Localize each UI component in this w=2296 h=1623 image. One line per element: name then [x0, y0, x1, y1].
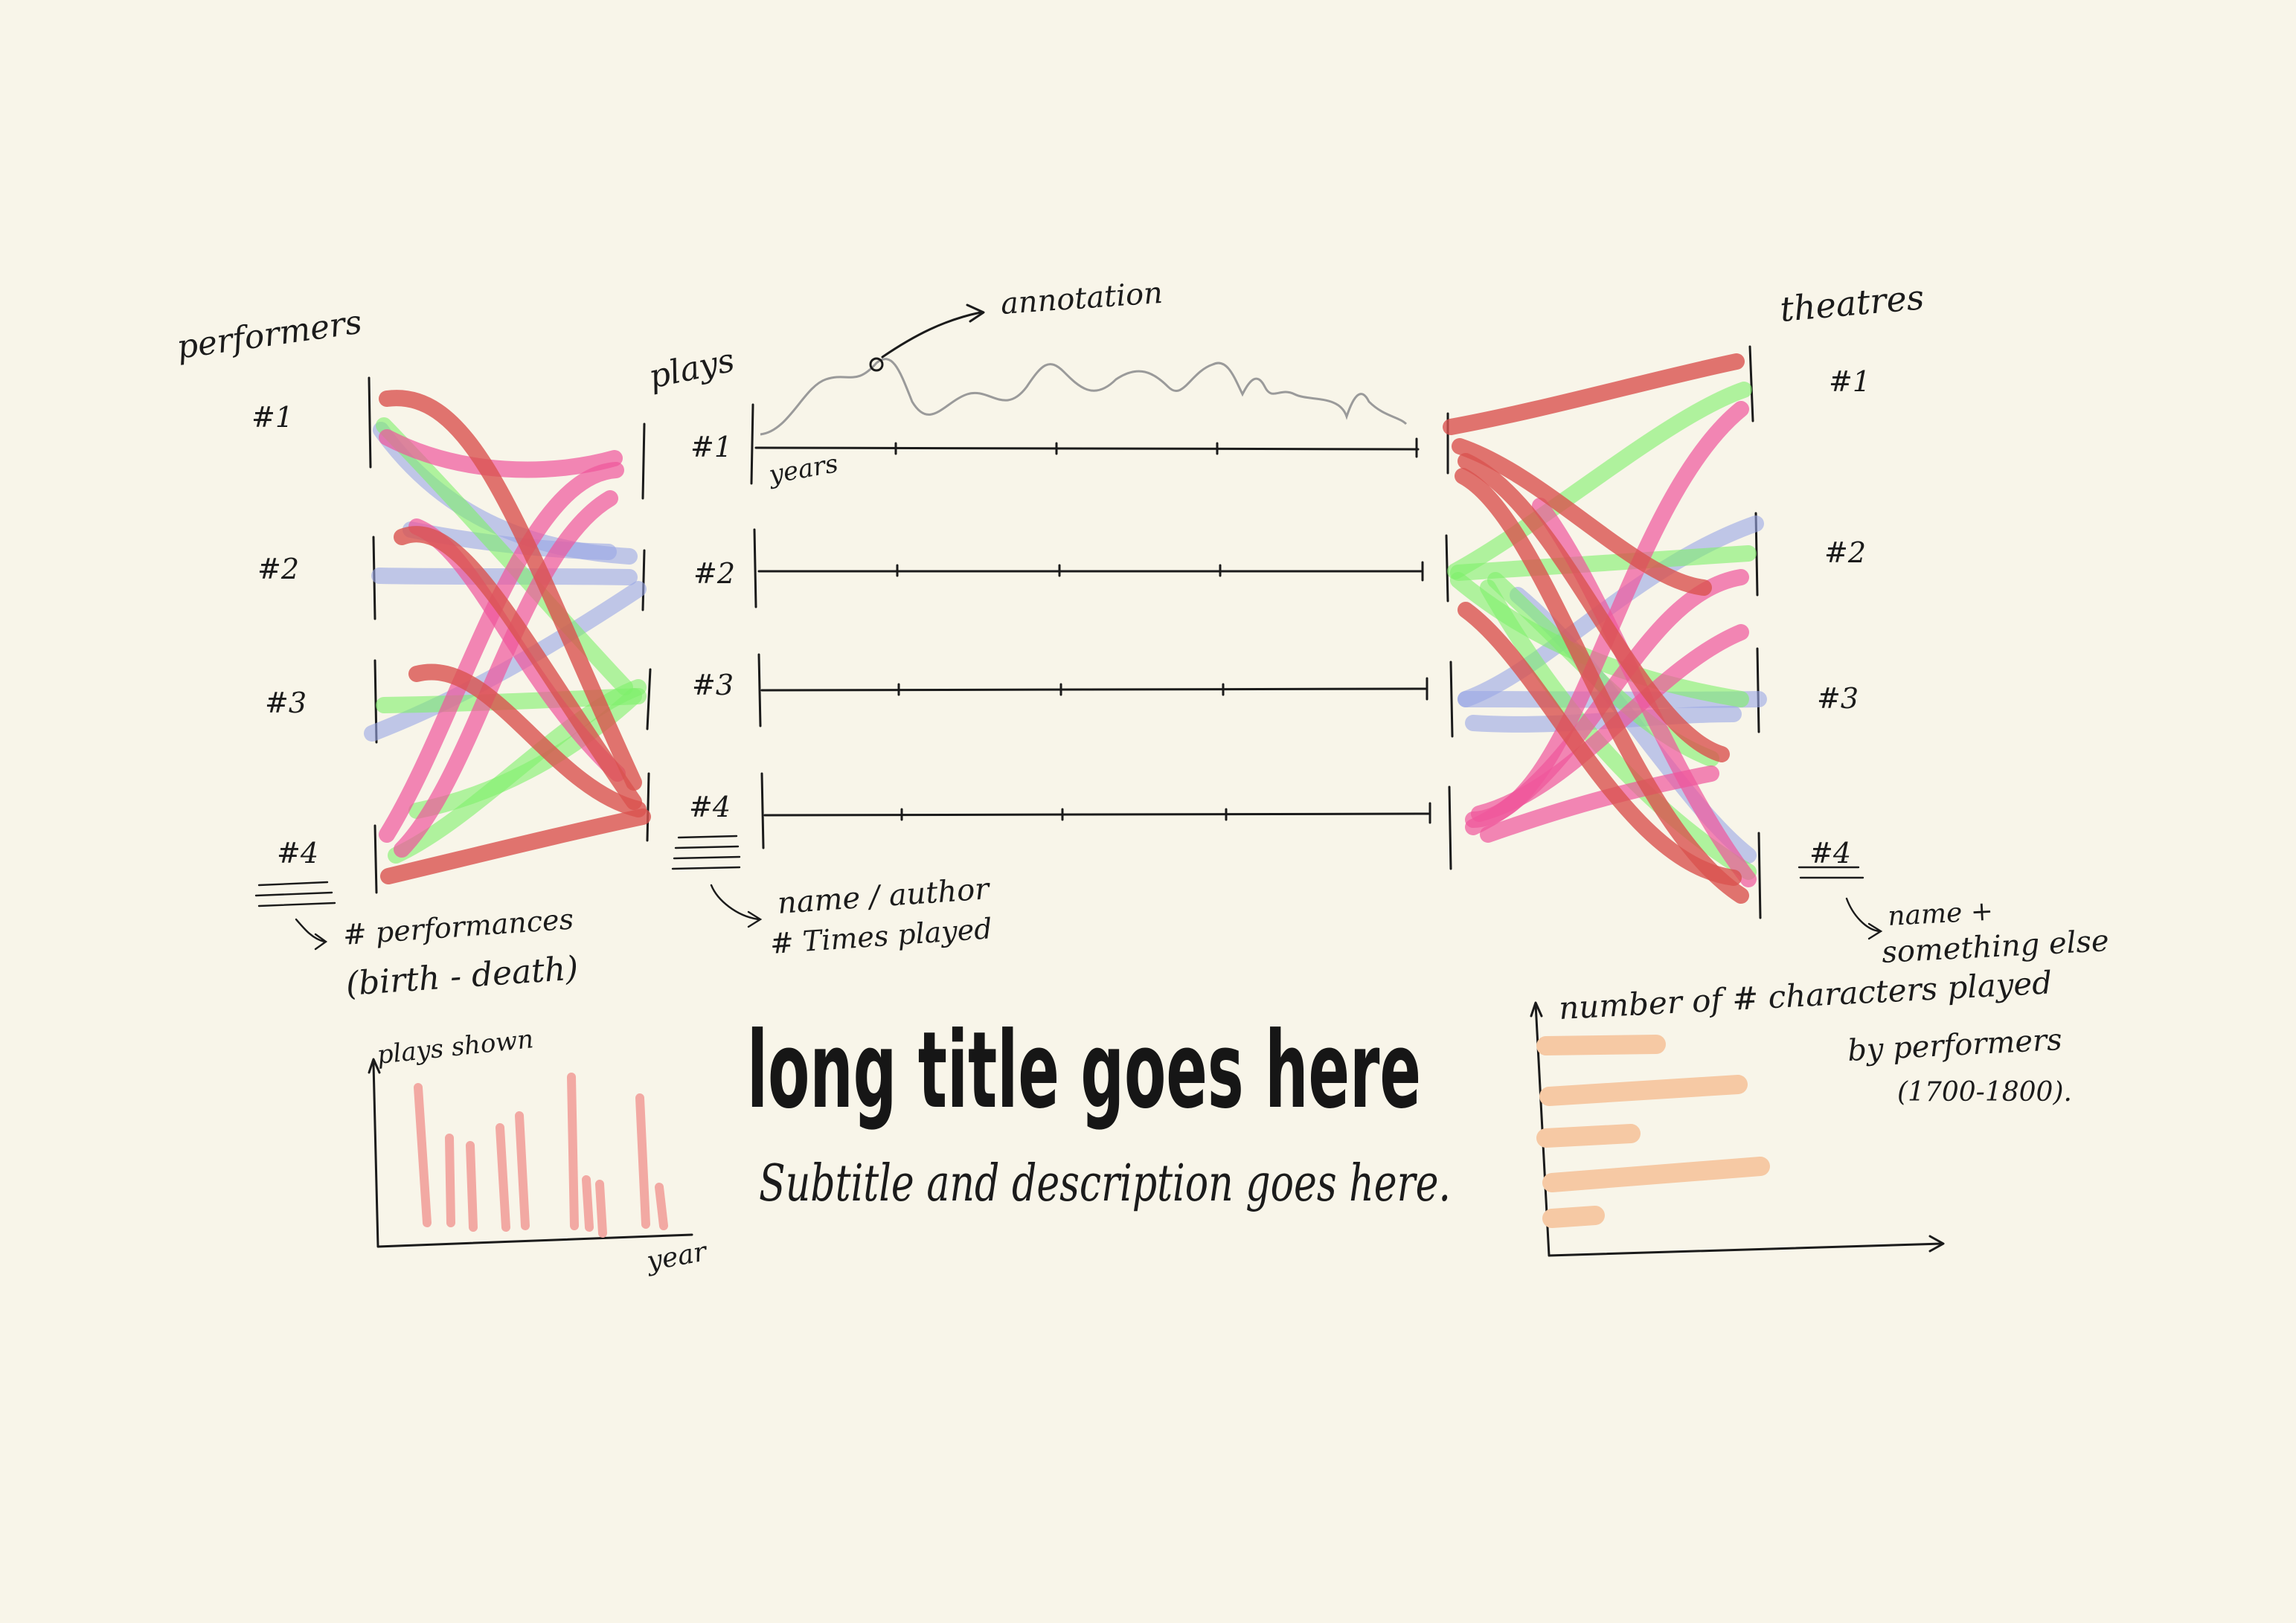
theatre-label-4: #4 [1809, 837, 1851, 870]
mini-chart-right-title-line3: (1700-1800). [1897, 1077, 2072, 1108]
performer-label-2: #2 [257, 553, 299, 585]
plays-note-line1: name / author [776, 872, 992, 921]
mini-chart-right-bars [1536, 1035, 1770, 1228]
play-label-3: #3 [692, 669, 734, 701]
play-1-sparkline [760, 358, 1408, 436]
right-flows [1443, 353, 1767, 904]
theatre-label-3: #3 [1817, 682, 1859, 715]
years-axis-label: years [766, 449, 841, 490]
annotation-arrow [881, 303, 985, 359]
mini-chart-right-title-line2: by performers [1847, 1023, 2063, 1068]
mini-chart-left-ylabel: plays shown [376, 1024, 535, 1070]
mini-chart-left-bars [414, 1073, 668, 1238]
performers-note-line2: (birth - death) [344, 949, 580, 1003]
performers-legend-lines [254, 881, 336, 907]
annotation-marker [869, 357, 884, 372]
plays-heading: plays [646, 341, 738, 396]
theatres-legend-lines [1798, 866, 1864, 879]
theatres-note-arrow [1845, 897, 1883, 940]
plays-note-line2: # Times played [769, 912, 993, 960]
annotation-label: annotation [999, 276, 1164, 321]
performers-heading: performers [174, 303, 364, 367]
mini-chart-left-xlabel: year [643, 1236, 710, 1277]
mini-chart-right-title-line1: number of # characters played [1558, 964, 2053, 1026]
performer-label-1: #1 [251, 401, 293, 434]
plays-note-arrow [710, 884, 763, 928]
performers-note-arrow [295, 918, 328, 951]
theatre-label-1: #1 [1829, 365, 1870, 398]
theatres-heading: theatres [1778, 277, 1925, 330]
mini-chart-right [1530, 1001, 1945, 1257]
performer-label-3: #3 [265, 687, 307, 719]
theatre-left-ticks [1445, 412, 1454, 870]
play-label-4: #4 [689, 791, 731, 823]
theatre-right-ticks [1748, 345, 1762, 919]
theatre-label-2: #2 [1824, 536, 1866, 569]
performer-ticks [368, 376, 378, 894]
performer-label-4: #4 [277, 837, 318, 870]
play-timelines [750, 403, 1431, 849]
play-left-ticks [641, 422, 652, 842]
main-title: long title goes here [747, 1009, 1421, 1132]
play-label-2: #2 [693, 557, 735, 590]
play-label-1: #1 [690, 431, 732, 463]
theatres-note-line1: name + [1887, 896, 1994, 932]
subtitle: Subtitle and description goes here. [759, 1154, 1451, 1213]
performers-note-line1: # performances [342, 902, 575, 951]
mini-chart-left [368, 1058, 693, 1248]
left-flows [364, 390, 651, 884]
plays-legend-lines [671, 835, 741, 870]
theatres-note-line2: something else [1881, 924, 2110, 970]
